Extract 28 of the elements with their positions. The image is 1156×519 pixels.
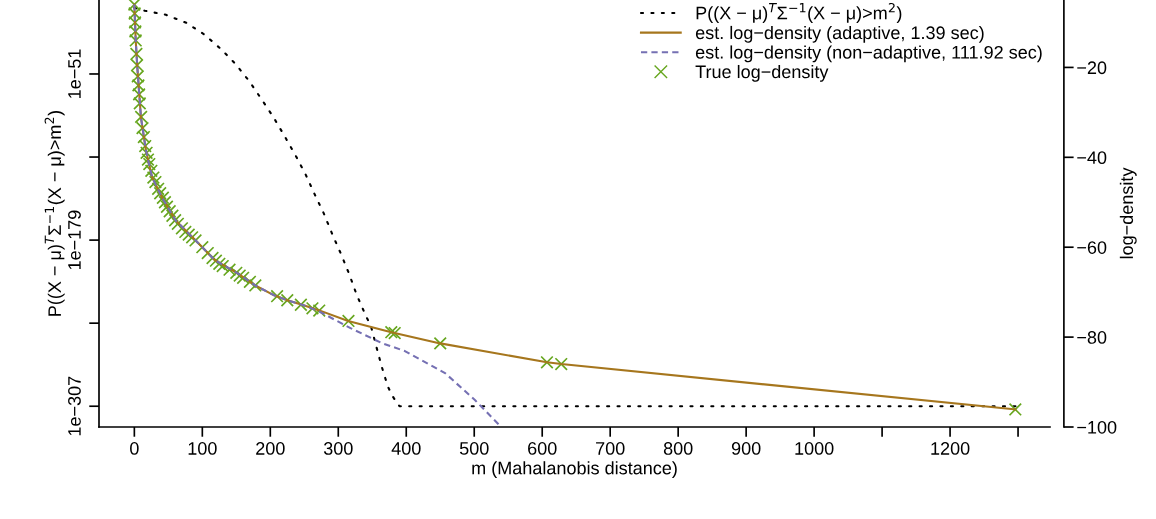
y-tick-label: 1e−51 [68,49,81,98]
line-series [133,3,501,427]
legend-label: True log−density [695,64,829,82]
x-tick-label: 0 [130,442,139,455]
x-axis-title: m (Mahalanobis distance) [472,461,677,479]
y2-tick-label: −80 [1077,331,1107,344]
x-tick-label: 100 [188,442,217,455]
x-tick-label: 1000 [795,442,834,455]
legend-label: est. log−density (non−adaptive, 111.92 sec) [695,45,1042,63]
x-tick-label: 900 [731,442,761,455]
y-tick-label: 1e−307 [68,376,81,436]
y2-tick-label: −40 [1077,151,1107,165]
x-tick-label: 200 [256,442,285,455]
x-tick-label: 400 [391,442,421,455]
y-tick-label: 1e−179 [68,210,81,270]
x-tick-label: 300 [323,442,353,455]
x-tick-label: 1200 [931,442,970,455]
legend-label: est. log−density (adaptive, 1.39 sec) [695,25,984,43]
y2-tick-label: −100 [1077,420,1117,434]
y2-tick-label: −20 [1077,61,1107,75]
y2-axis-title: log−density [1119,167,1137,259]
x-tick-label: 700 [596,442,625,455]
x-tick-label: 600 [528,442,557,455]
x-tick-label: 800 [663,442,693,455]
y-axis-title: P((X − μ)$^{T}$Σ$^{−1}$(X − μ)>m$^{2}$) [44,111,65,316]
legend-label: P((X − μ)$^{T}$Σ$^{−1}$(X − μ)>m$^{2}$) [696,2,902,23]
y2-tick-label: −60 [1077,241,1107,254]
x-tick-label: 500 [459,442,489,455]
